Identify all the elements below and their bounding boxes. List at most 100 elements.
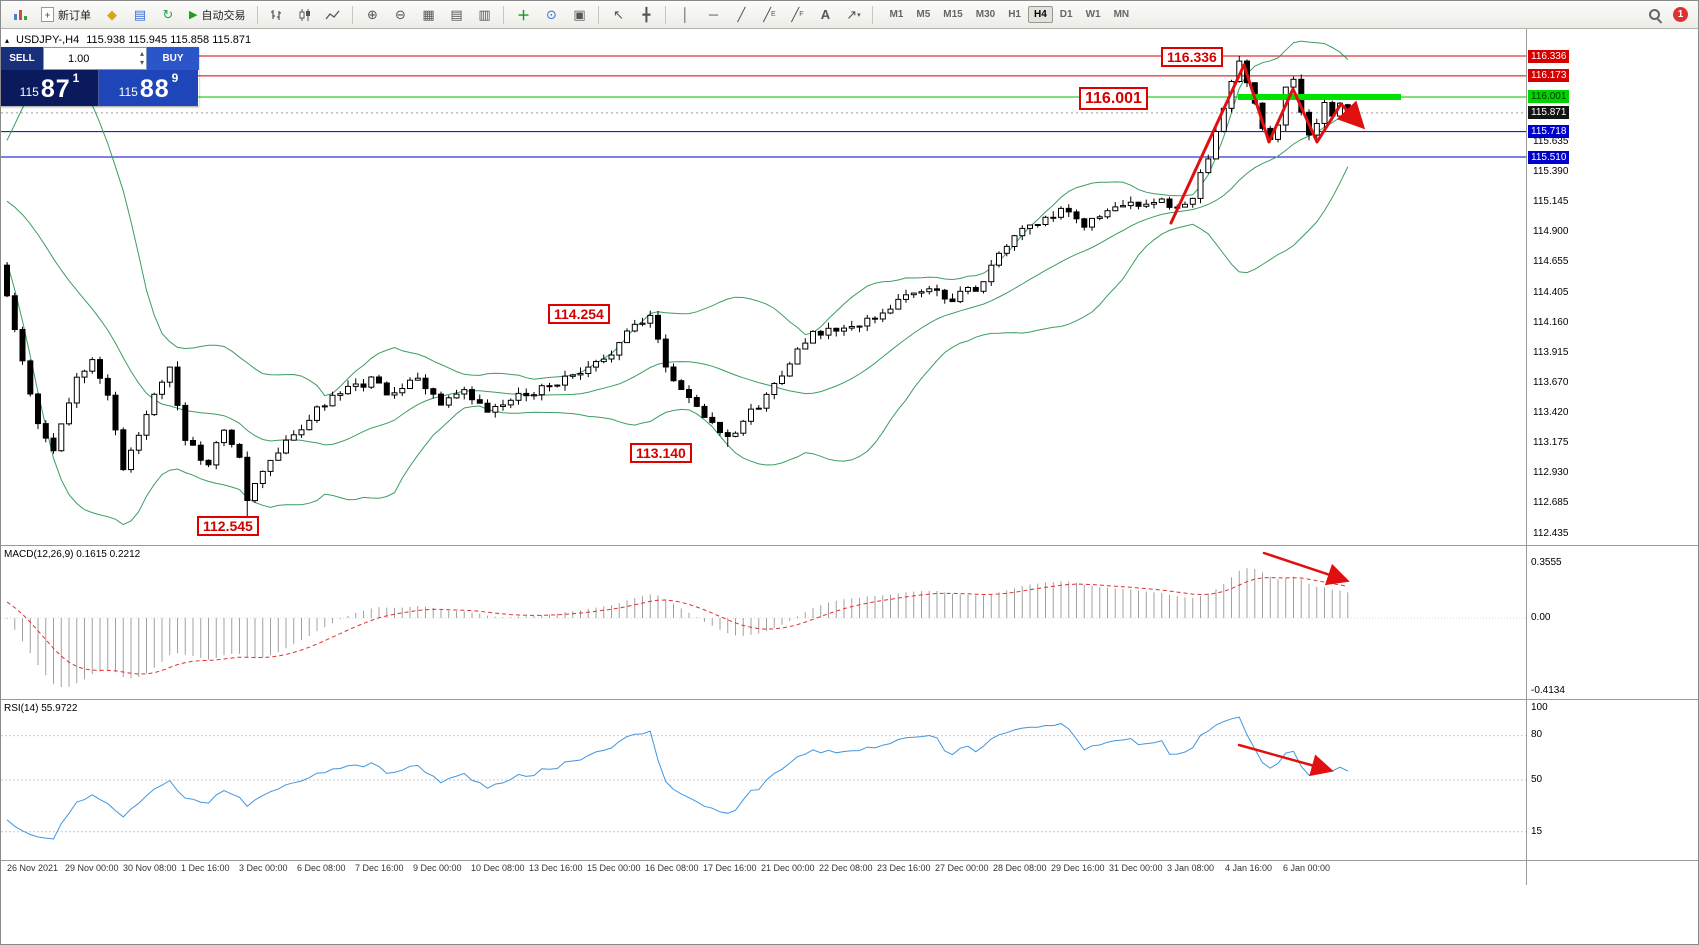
rsi-scale-50: 50 [1531, 774, 1543, 785]
chart-candles-button[interactable] [292, 4, 318, 26]
timeframe-m5[interactable]: M5 [916, 9, 931, 20]
text-tool-button[interactable]: A [820, 7, 831, 22]
timeframe-w1[interactable]: W1 [1085, 9, 1101, 20]
fibonacci-button[interactable]: ╱ F [791, 6, 804, 22]
time-axis-label: 21 Dec 00:00 [761, 863, 815, 873]
new-order-icon: + [41, 7, 54, 22]
periods-button[interactable]: ⊙ [546, 6, 557, 22]
panel-separator [1, 860, 1698, 861]
price-axis-border[interactable] [1526, 29, 1527, 885]
macd-scale-max: 0.3555 [1531, 557, 1562, 568]
vertical-line-button[interactable]: │ [681, 7, 690, 22]
price-axis-label-plain: 112.685 [1533, 497, 1569, 508]
price-annotation-box[interactable]: 113.140 [630, 443, 692, 463]
market-watch-button[interactable]: ▤ [133, 6, 147, 22]
rsi-indicator-canvas[interactable] [1, 700, 1526, 860]
timeframe-h1[interactable]: H1 [1008, 9, 1021, 20]
tile-windows-button[interactable]: ▦ [422, 6, 435, 22]
timeframe-m30[interactable]: M30 [975, 9, 996, 20]
macd-indicator-canvas[interactable] [1, 546, 1526, 699]
panel-separator[interactable] [1, 545, 1698, 546]
buy-price-prefix: 115 [118, 85, 138, 99]
timeframe-m1[interactable]: M1 [889, 9, 904, 20]
volume-increase-button[interactable]: ▴ [139, 49, 144, 58]
buy-price-display[interactable]: 115 88 9 [99, 70, 198, 106]
candlesticks [4, 56, 1351, 520]
sell-price-display[interactable]: 115 87 1 [1, 70, 99, 106]
price-axis-label-red: 116.336 [1528, 50, 1570, 63]
price-axis-label-plain: 114.900 [1533, 226, 1569, 237]
thick-green-level-segment[interactable] [1238, 94, 1401, 100]
new-chart-button[interactable] [7, 4, 33, 26]
buy-button[interactable]: BUY [147, 47, 199, 70]
new-chart-icon [14, 9, 27, 20]
macd-scale-min: -0.4134 [1531, 685, 1565, 696]
time-axis-label: 13 Dec 16:00 [529, 863, 583, 873]
panel-separator[interactable] [1, 699, 1698, 700]
price-annotation-box[interactable]: 112.545 [197, 516, 259, 536]
autotrading-play-icon: ▶ [189, 9, 198, 21]
timeframe-m15[interactable]: M15 [943, 9, 963, 20]
sell-price-pip: 1 [72, 71, 80, 85]
refresh-button[interactable]: ↻ [162, 6, 174, 22]
price-axis-label-plain: 115.390 [1533, 166, 1569, 177]
arrange-windows-button[interactable]: ▥ [478, 6, 491, 22]
drawn-arrow-price[interactable] [1169, 63, 1366, 225]
arrows-tool-button[interactable]: ↗ ▾ [846, 6, 861, 22]
volume-stepper: ▴ ▾ [140, 49, 144, 67]
drawn-arrow-macd[interactable] [1262, 551, 1350, 586]
time-axis-label: 31 Dec 00:00 [1109, 863, 1163, 873]
zoom-out-button[interactable]: ⊖ [395, 6, 406, 22]
chart-ohlc-values: 115.938 115.945 115.858 115.871 [86, 34, 252, 46]
chart-line-button[interactable] [320, 4, 346, 26]
macd-histogram [6, 568, 1349, 687]
equidistant-channel-button[interactable]: ╱ E [763, 6, 776, 22]
volume-decrease-button[interactable]: ▾ [139, 58, 144, 67]
macd-label: MACD(12,26,9) 0.1615 0.2212 [4, 549, 141, 560]
price-annotation-box[interactable]: 116.336 [1161, 47, 1223, 67]
bollinger-middle-band [6, 112, 1348, 446]
drawn-arrow-rsi[interactable] [1237, 743, 1334, 777]
cursor-button[interactable]: ↖ [613, 6, 624, 22]
rsi-scale-80: 80 [1531, 729, 1543, 740]
time-axis-label: 3 Jan 08:00 [1167, 863, 1215, 873]
horizontal-line-button[interactable]: ─ [708, 7, 719, 22]
timeframe-d1[interactable]: D1 [1059, 9, 1073, 20]
sell-price-prefix: 115 [19, 85, 39, 99]
new-order-button[interactable]: + 新订单 [35, 4, 97, 26]
cascade-windows-button[interactable]: ▤ [450, 6, 463, 22]
price-annotation-box[interactable]: 114.254 [548, 304, 610, 324]
indicators-button[interactable]: ＋ [516, 8, 530, 23]
time-axis-label: 27 Dec 00:00 [935, 863, 989, 873]
time-axis-label: 22 Dec 08:00 [819, 863, 873, 873]
templates-button[interactable]: ▣ [573, 6, 586, 22]
time-axis-label: 16 Dec 08:00 [645, 863, 699, 873]
crosshair-button[interactable]: ╋ [642, 6, 651, 22]
rsi-line [6, 716, 1348, 840]
timeframe-h4[interactable]: H4 [1027, 6, 1053, 23]
zoom-in-button[interactable]: ⊕ [367, 6, 378, 22]
timeframe-mn[interactable]: MN [1113, 9, 1130, 20]
price-annotation-box[interactable]: 116.001 [1079, 87, 1148, 110]
volume-input[interactable]: 1.00 ▴ ▾ [43, 47, 147, 70]
time-axis-label: 26 Nov 2021 [7, 863, 59, 873]
notification-badge[interactable]: 1 [1673, 7, 1688, 22]
price-axis-label-plain: 113.915 [1533, 347, 1569, 358]
macd-signal-line [6, 577, 1348, 675]
candles-mode-icon [299, 8, 311, 21]
search-icon[interactable] [1647, 7, 1663, 23]
toolbar-separator [872, 5, 874, 24]
time-axis-label: 28 Dec 08:00 [993, 863, 1047, 873]
chart-ohlc-header: ▴ USDJPY-,H4 115.938 115.945 115.858 115… [5, 34, 251, 46]
time-axis-label: 1 Dec 16:00 [181, 863, 230, 873]
autotrading-button[interactable]: ▶ 自动交易 [183, 4, 251, 26]
chart-bars-button[interactable] [264, 4, 290, 26]
price-axis-label-blue: 115.718 [1528, 125, 1570, 138]
time-axis-label: 6 Dec 08:00 [297, 863, 346, 873]
history-center-button[interactable]: ◆ [107, 6, 117, 22]
trendline-button[interactable]: ╱ [737, 6, 746, 22]
price-axis-label-plain: 114.405 [1533, 287, 1569, 298]
channel-sub-label: E [771, 11, 776, 18]
price-chart-canvas[interactable] [1, 29, 1526, 546]
sell-button[interactable]: SELL [1, 47, 43, 70]
